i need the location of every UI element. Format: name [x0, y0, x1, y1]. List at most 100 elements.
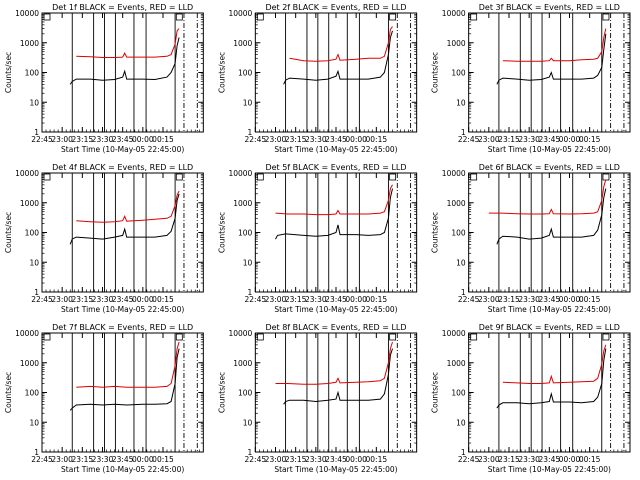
flag-box-marker [256, 13, 264, 21]
flag-box-marker [389, 13, 397, 21]
x-tick-label: 23:15 [285, 295, 307, 304]
x-tick-label: 23:15 [72, 295, 94, 304]
x-tick-label: 23:15 [72, 455, 94, 464]
y-tick-label: 100 [25, 229, 40, 238]
panel-title: Det 1f BLACK = Events, RED = LLD [52, 3, 193, 12]
flag-box-marker [43, 333, 51, 341]
events-series-line [69, 37, 180, 85]
y-tick-label: 100 [238, 69, 253, 78]
x-tick-label: 00:00 [559, 455, 581, 464]
x-tick-label: 23:00 [51, 135, 73, 144]
x-tick-label: 23:30 [305, 135, 327, 144]
y-axis-title: Counts/sec [4, 212, 13, 253]
x-tick-label: 23:45 [325, 455, 347, 464]
x-tick-label: 23:45 [325, 135, 347, 144]
x-tick-label: 00:15 [366, 135, 388, 144]
y-tick-label: 1 [461, 288, 466, 297]
x-tick-label: 23:30 [92, 295, 114, 304]
lld-series-line [502, 344, 607, 384]
x-tick-label: 22:45 [31, 295, 53, 304]
x-tick-label: 00:15 [579, 135, 601, 144]
flag-box-marker [602, 173, 610, 181]
x-tick-label: 23:45 [112, 455, 134, 464]
y-tick-label: 10 [456, 258, 466, 267]
panel-title: Det 6f BLACK = Events, RED = LLD [479, 163, 620, 172]
detector-panel-4: Det 4f BLACK = Events, RED = LLD 1 10 100 10… [4, 163, 204, 314]
y-tick-label: 10 [456, 98, 466, 107]
y-tick-label: 10000 [15, 329, 39, 338]
x-tick-label: 23:45 [325, 295, 347, 304]
x-tick-label: 23:00 [265, 455, 287, 464]
detector-panel-9: Det 9f BLACK = Events, RED = LLD 1 10 100 10… [431, 323, 631, 474]
flag-box-marker [256, 173, 264, 181]
y-tick-label: 1 [248, 288, 253, 297]
plot-frame [254, 12, 418, 133]
y-tick-label: 1 [248, 448, 253, 457]
x-tick-label: 00:00 [559, 295, 581, 304]
x-tick-label: 00:15 [579, 455, 601, 464]
x-tick-label: 23:45 [539, 455, 561, 464]
detector-panel-1: Det 1f BLACK = Events, RED = LLD 1 10 100 10… [4, 3, 204, 154]
events-series-line [496, 188, 607, 245]
flag-box-marker [175, 13, 183, 21]
x-tick-label: 23:00 [478, 455, 500, 464]
lld-series-line [76, 28, 180, 58]
y-tick-label: 10 [243, 98, 253, 107]
y-tick-label: 100 [451, 389, 466, 398]
x-tick-label: 00:00 [345, 135, 367, 144]
x-tick-label: 23:45 [112, 295, 134, 304]
y-axis-title: Counts/sec [217, 212, 226, 253]
detector-panel-2: Det 2f BLACK = Events, RED = LLD 1 10 100 10… [217, 3, 418, 154]
y-tick-label: 1000 [20, 39, 39, 48]
x-tick-label: 23:15 [498, 455, 520, 464]
y-tick-label: 10000 [228, 169, 252, 178]
panel-title: Det 5f BLACK = Events, RED = LLD [265, 163, 406, 172]
y-tick-label: 10000 [15, 169, 39, 178]
flag-box-marker [175, 173, 183, 181]
y-tick-label: 1000 [233, 39, 252, 48]
x-axis-title: Start Time (10-May-05 22:45:00) [61, 465, 184, 474]
panel-title: Det 2f BLACK = Events, RED = LLD [265, 3, 406, 12]
y-tick-label: 100 [25, 69, 40, 78]
x-tick-label: 23:45 [539, 295, 561, 304]
flag-box-marker [175, 333, 183, 341]
x-axis-title: Start Time (10-May-05 22:45:00) [274, 305, 397, 314]
plot-frame [41, 12, 204, 133]
y-tick-label: 1000 [20, 199, 39, 208]
x-tick-label: 23:30 [518, 295, 540, 304]
y-tick-label: 10 [29, 258, 39, 267]
y-axis-title: Counts/sec [431, 372, 440, 413]
x-tick-label: 22:45 [458, 455, 480, 464]
plot-frame [41, 172, 204, 293]
panel-title: Det 9f BLACK = Events, RED = LLD [479, 323, 620, 332]
x-tick-label: 22:45 [458, 135, 480, 144]
y-tick-label: 1000 [447, 39, 466, 48]
flag-box-marker [602, 13, 610, 21]
x-tick-label: 23:15 [285, 135, 307, 144]
y-tick-label: 10 [29, 98, 39, 107]
x-tick-label: 00:00 [559, 135, 581, 144]
panel-title: Det 8f BLACK = Events, RED = LLD [265, 323, 406, 332]
x-tick-label: 00:00 [132, 135, 154, 144]
flag-box-marker [256, 333, 264, 341]
events-series-line [283, 30, 393, 85]
detector-panel-8: Det 8f BLACK = Events, RED = LLD 1 10 100 10… [217, 323, 418, 474]
x-tick-label: 23:30 [518, 455, 540, 464]
y-tick-label: 10 [243, 418, 253, 427]
y-tick-label: 10000 [442, 329, 466, 338]
x-tick-label: 00:00 [132, 455, 154, 464]
y-tick-label: 1 [248, 128, 253, 137]
plot-frame [41, 332, 204, 453]
x-axis-title: Start Time (10-May-05 22:45:00) [61, 305, 184, 314]
x-tick-label: 00:15 [579, 295, 601, 304]
x-tick-label: 00:15 [366, 455, 388, 464]
x-tick-label: 23:15 [72, 135, 94, 144]
lld-series-line [76, 190, 180, 223]
flag-box-marker [43, 13, 51, 21]
detector-panel-3: Det 3f BLACK = Events, RED = LLD 1 10 100 10… [431, 3, 631, 154]
x-tick-label: 22:45 [245, 455, 267, 464]
x-axis-title: Start Time (10-May-05 22:45:00) [488, 145, 611, 154]
x-tick-label: 00:15 [152, 135, 174, 144]
plot-frame [254, 332, 418, 453]
x-tick-label: 23:30 [92, 135, 114, 144]
